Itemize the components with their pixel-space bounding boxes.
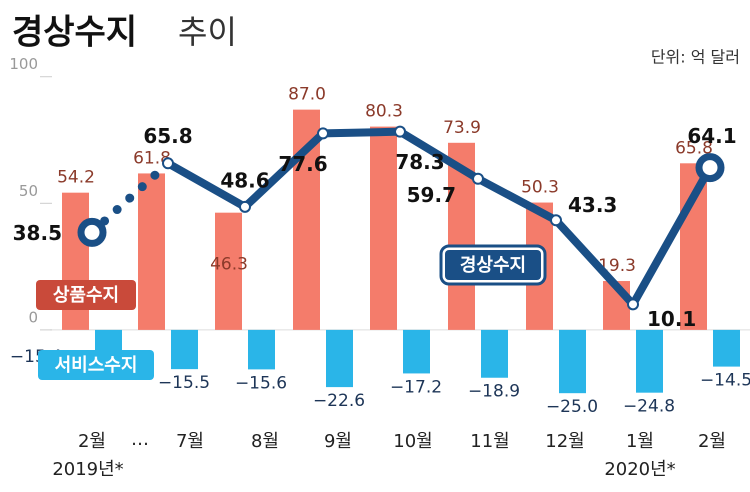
services-bar: [636, 329, 663, 393]
current-account-point: [317, 127, 329, 140]
goods-value-label: 61.8: [133, 148, 171, 168]
services-bar: [559, 329, 586, 394]
year-label: 2020년*: [604, 459, 675, 480]
chart-title-suffix: 추이: [178, 13, 237, 51]
goods-value-label: 73.9: [443, 118, 481, 138]
x-tick-label: 8월: [251, 431, 279, 452]
y-tick-label: 0: [28, 308, 38, 326]
current-account-value-label: 38.5: [13, 221, 62, 245]
services-bar: [171, 329, 198, 370]
x-tick-label: 2월: [698, 431, 726, 452]
x-tick-label: 9월: [324, 431, 352, 452]
services-legend-box: [38, 350, 154, 380]
current-account-value-label: 77.6: [278, 152, 327, 176]
services-bar: [403, 329, 430, 374]
goods-bar: [138, 173, 165, 330]
current-account-value-label: 10.1: [647, 307, 696, 331]
services-value-label: −15.6: [235, 373, 287, 393]
x-tick-label: 10월: [393, 431, 432, 452]
current-account-point: [77, 217, 107, 247]
x-tick-label: 12월: [545, 431, 584, 452]
services-value-label: −17.2: [390, 377, 442, 397]
current-account-point: [695, 153, 725, 183]
goods-bar: [215, 212, 242, 330]
services-legend-label: 서비스수지: [55, 355, 138, 376]
y-tick-label: 50: [19, 182, 38, 200]
goods-value-label: 80.3: [365, 102, 403, 122]
goods-value-label: 46.3: [210, 255, 248, 275]
goods-legend-box: [36, 280, 136, 310]
goods-value-label: 54.2: [57, 168, 95, 188]
x-tick-label: 7월: [176, 431, 204, 452]
goods-value-label: 65.8: [675, 138, 713, 158]
services-bar: [326, 329, 353, 388]
current-account-value-label: 64.1: [687, 124, 736, 148]
current-account-value-label: 65.8: [143, 124, 192, 148]
goods-legend-label: 상품수지: [53, 285, 119, 306]
services-value-label: −22.6: [313, 391, 365, 411]
services-bar: [248, 329, 275, 370]
x-tick-label: 2월: [78, 431, 106, 452]
goods-bar: [680, 163, 707, 330]
goods-bar: [370, 126, 397, 330]
services-value-label: −18.9: [468, 382, 520, 402]
services-value-label: −25.0: [546, 397, 598, 417]
current-account-point: [394, 125, 406, 138]
current-account-value-label: 78.3: [395, 150, 444, 174]
current-account-legend-box: [445, 250, 541, 280]
unit-label: 단위: 억 달러: [651, 48, 740, 67]
services-value-label: −14.5: [700, 371, 750, 391]
current-account-legend-label: 경상수지: [460, 255, 526, 276]
current-account-point: [239, 200, 251, 213]
year-label: 2019년*: [52, 459, 123, 480]
current-account-point: [162, 157, 174, 170]
x-tick-label: 11월: [470, 431, 509, 452]
chart-title: 경상수지: [12, 13, 137, 53]
services-bar: [713, 329, 740, 367]
goods-value-label: 50.3: [521, 178, 559, 198]
x-tick-label: 1월: [626, 431, 654, 452]
current-account-value-label: 48.6: [220, 168, 269, 192]
current-account-value-label: 43.3: [568, 193, 617, 217]
goods-value-label: 87.0: [288, 85, 326, 105]
services-value-label: −24.8: [623, 397, 675, 417]
services-bar: [481, 329, 508, 378]
services-value-label: −15.5: [158, 373, 210, 393]
current-account-point: [627, 298, 639, 311]
current-account-point: [550, 214, 562, 227]
x-ellipsis: …: [131, 429, 149, 450]
current-account-line-dotted: [87, 158, 173, 237]
y-tick-label: 100: [9, 55, 38, 73]
current-account-line: [166, 127, 714, 309]
current-account-value-label: 59.7: [407, 183, 456, 207]
current-account-point: [472, 172, 484, 185]
